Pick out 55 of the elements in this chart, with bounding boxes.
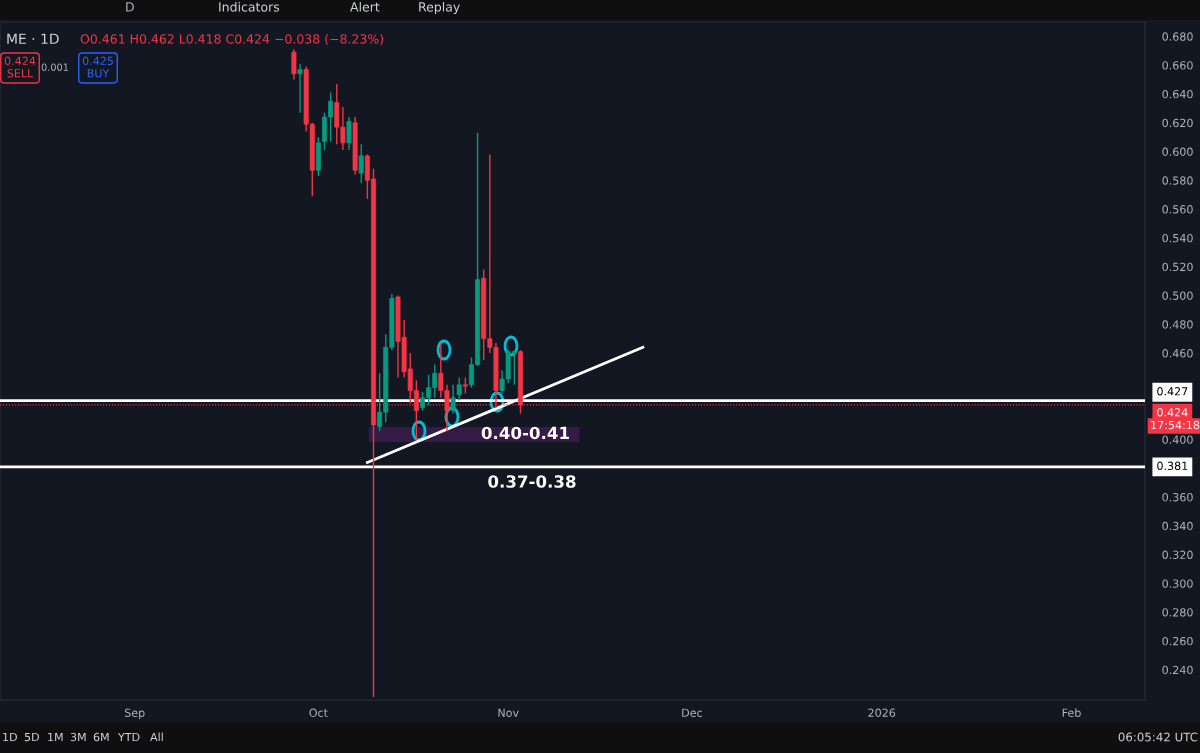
- text: YTD: [117, 732, 140, 742]
- annotation: 0.424 SELL: [4, 56, 36, 78]
- ref-line-label: 0.381: [1157, 461, 1188, 471]
- y-tick-label: 0.320: [1162, 550, 1193, 559]
- x-tick-label: Sep: [124, 708, 145, 720]
- y-tick-label: 0.560: [1162, 205, 1193, 214]
- x-tick-label: Nov: [498, 708, 519, 717]
- ref-line-label: 0.427: [1157, 387, 1188, 396]
- y-tick-label: 0.460: [1162, 349, 1193, 358]
- text: ME · 1D: [7, 33, 59, 44]
- annotation: 0.37-0.38: [488, 475, 576, 488]
- text: 6M: [93, 732, 109, 742]
- annotation: 0.425 BUY: [82, 56, 113, 78]
- text: 06:05:42 UTC: [1118, 732, 1198, 742]
- text: Alert: [350, 1, 380, 12]
- y-tick-label: 0.500: [1162, 291, 1193, 300]
- y-tick-label: 0.360: [1162, 493, 1193, 502]
- text: 3M: [70, 732, 86, 742]
- x-tick-label: Feb: [1062, 708, 1081, 717]
- text: All: [150, 732, 163, 742]
- y-tick-label: 0.520: [1162, 262, 1193, 272]
- text: Indicators: [219, 1, 280, 12]
- ref-line-label: 0.424: [1157, 408, 1188, 417]
- candlestick: [358, 143, 364, 184]
- text: 1M: [48, 732, 63, 742]
- y-tick-label: 0.680: [1162, 32, 1193, 41]
- y-tick-label: 0.640: [1162, 89, 1193, 99]
- x-tick-label: Dec: [682, 708, 702, 717]
- y-tick-label: 0.620: [1162, 118, 1193, 128]
- y-tick-label: 0.300: [1162, 579, 1193, 588]
- y-tick-label: 0.240: [1162, 665, 1193, 675]
- y-tick-label: 0.340: [1162, 521, 1193, 531]
- text: 17:54:18: [1151, 420, 1200, 430]
- candlestick: [456, 376, 462, 402]
- text: 1D: [3, 732, 17, 742]
- y-tick-label: 0.540: [1162, 233, 1193, 243]
- y-tick-label: 0.580: [1162, 176, 1193, 185]
- candlestick: [346, 116, 352, 151]
- candlestick: [450, 384, 456, 415]
- y-tick-label: 0.660: [1162, 61, 1193, 70]
- y-tick-label: 0.480: [1162, 320, 1193, 329]
- text: O0.461 H0.462 L0.418 C0.424 −0.038 (−8.23%): [80, 33, 384, 46]
- text: 5D: [24, 732, 39, 742]
- y-tick-label: 0.280: [1162, 608, 1193, 617]
- y-tick-label: 0.260: [1162, 636, 1193, 646]
- band-label: 0.40-0.41: [481, 426, 569, 440]
- text: D: [126, 2, 134, 12]
- x-tick-label: Oct: [309, 708, 328, 717]
- x-tick-label: 2026: [868, 708, 896, 717]
- candlestick: [291, 48, 297, 81]
- text: Replay: [419, 1, 460, 15]
- candlestick: [297, 63, 303, 114]
- y-tick-label: 0.600: [1162, 147, 1193, 156]
- annotation: 0.001: [41, 63, 69, 71]
- y-tick-label: 0.400: [1162, 435, 1193, 444]
